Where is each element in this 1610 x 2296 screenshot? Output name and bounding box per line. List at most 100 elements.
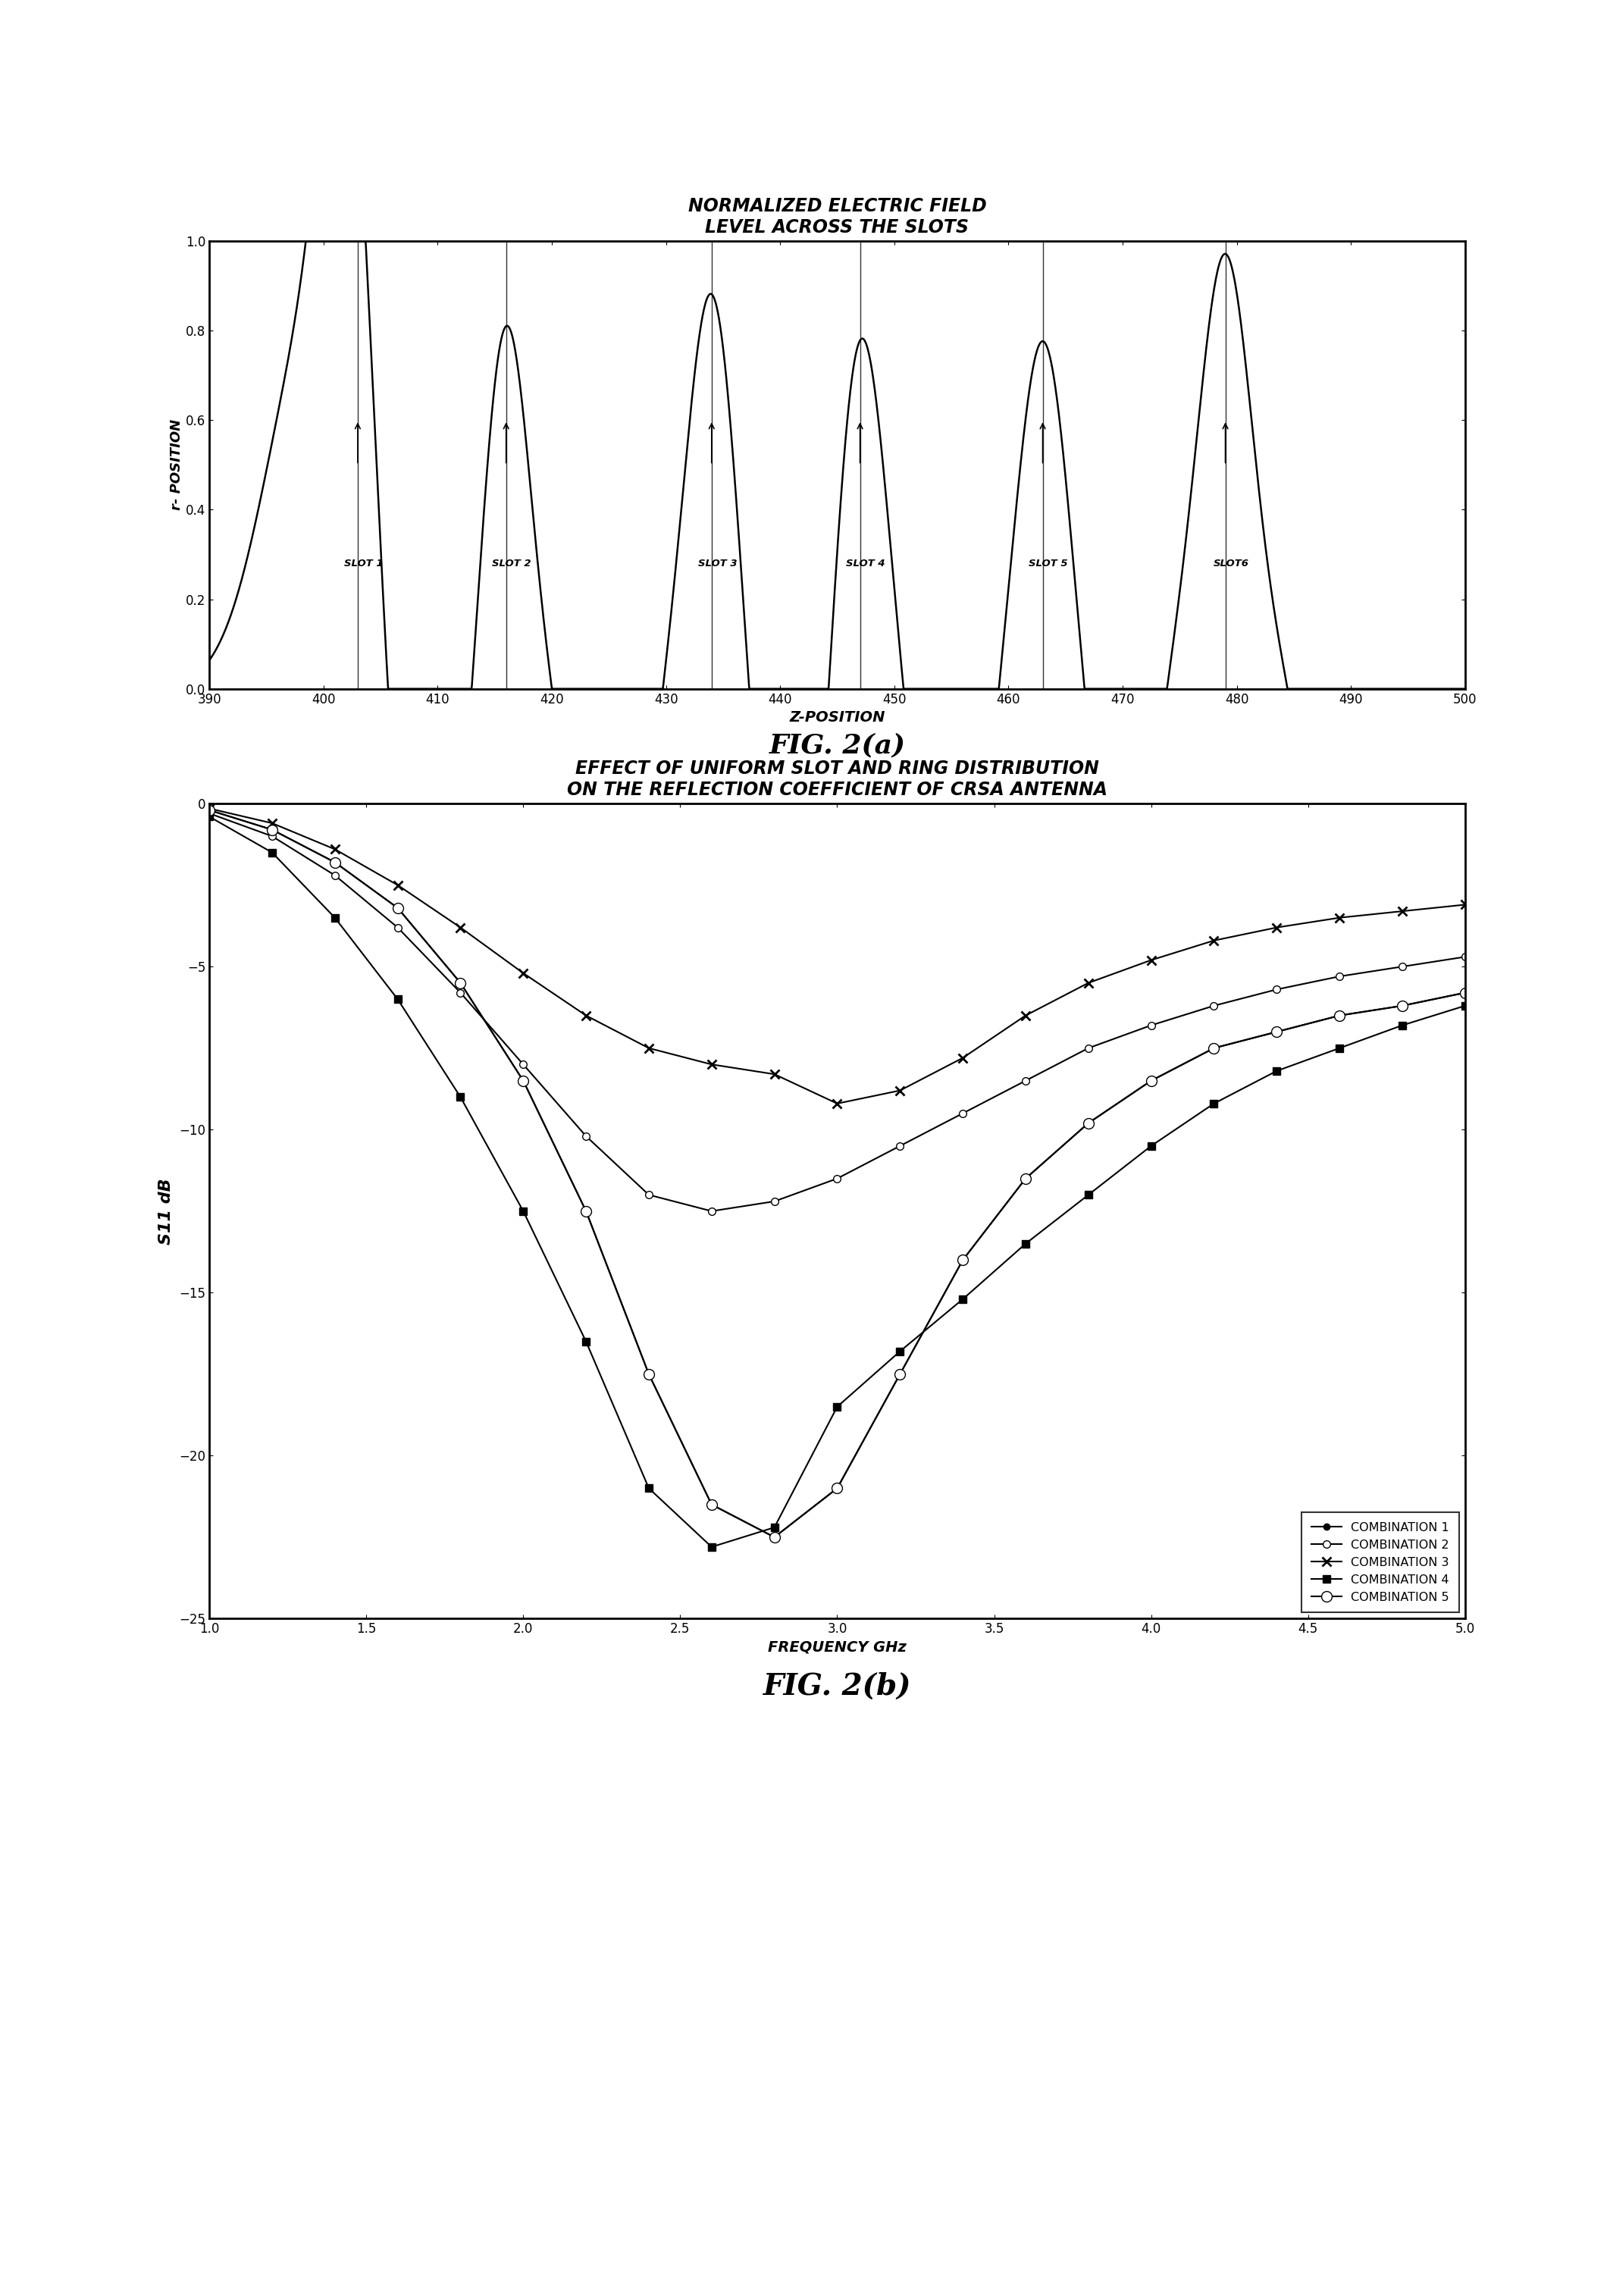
COMBINATION 3 (200, 794, 219, 822)
COMBINATION 2 (702, 1199, 721, 1226)
COMBINATION 1 (1455, 978, 1475, 1006)
COMBINATION 3 (1204, 928, 1224, 955)
COMBINATION 3 (1393, 898, 1412, 925)
COMBINATION 5 (262, 815, 282, 843)
COMBINATION 4 (262, 838, 282, 866)
COMBINATION 3 (576, 1001, 596, 1029)
COMBINATION 4 (1393, 1013, 1412, 1040)
COMBINATION 5 (890, 1359, 910, 1387)
Line: COMBINATION 1: COMBINATION 1 (206, 806, 1468, 1541)
COMBINATION 1 (451, 969, 470, 996)
COMBINATION 1 (388, 893, 407, 921)
COMBINATION 3 (1455, 891, 1475, 918)
COMBINATION 3 (514, 960, 533, 987)
COMBINATION 2 (325, 861, 345, 889)
COMBINATION 1 (200, 797, 219, 824)
COMBINATION 5 (828, 1474, 847, 1502)
COMBINATION 3 (388, 872, 407, 900)
COMBINATION 4 (1079, 1180, 1098, 1208)
COMBINATION 5 (514, 1068, 533, 1095)
COMBINATION 2 (514, 1052, 533, 1079)
COMBINATION 5 (1141, 1068, 1161, 1095)
COMBINATION 5 (1079, 1109, 1098, 1137)
Text: FIG. 2(b): FIG. 2(b) (763, 1671, 911, 1701)
COMBINATION 3 (451, 914, 470, 941)
COMBINATION 1 (576, 1199, 596, 1226)
COMBINATION 1 (325, 850, 345, 877)
COMBINATION 1 (1204, 1035, 1224, 1063)
COMBINATION 5 (639, 1359, 658, 1387)
COMBINATION 1 (1330, 1001, 1349, 1029)
COMBINATION 3 (262, 810, 282, 838)
COMBINATION 3 (325, 836, 345, 863)
Title: EFFECT OF UNIFORM SLOT AND RING DISTRIBUTION
ON THE REFLECTION COEFFICIENT OF CR: EFFECT OF UNIFORM SLOT AND RING DISTRIBU… (567, 760, 1108, 799)
COMBINATION 1 (1393, 992, 1412, 1019)
COMBINATION 4 (1330, 1035, 1349, 1063)
COMBINATION 5 (388, 893, 407, 921)
COMBINATION 1 (1016, 1164, 1035, 1192)
Line: COMBINATION 5: COMBINATION 5 (204, 806, 1470, 1543)
COMBINATION 4 (388, 985, 407, 1013)
COMBINATION 5 (765, 1525, 784, 1552)
COMBINATION 4 (576, 1327, 596, 1355)
COMBINATION 2 (451, 978, 470, 1006)
Text: FIG. 2(a): FIG. 2(a) (770, 732, 905, 758)
COMBINATION 3 (765, 1061, 784, 1088)
COMBINATION 2 (1141, 1013, 1161, 1040)
COMBINATION 3 (1267, 914, 1286, 941)
COMBINATION 2 (1393, 953, 1412, 980)
COMBINATION 1 (953, 1247, 972, 1274)
Text: SLOT 4: SLOT 4 (847, 558, 886, 569)
COMBINATION 2 (1016, 1068, 1035, 1095)
COMBINATION 3 (890, 1077, 910, 1104)
COMBINATION 2 (200, 799, 219, 827)
COMBINATION 5 (1204, 1035, 1224, 1063)
COMBINATION 2 (262, 822, 282, 850)
COMBINATION 1 (262, 815, 282, 843)
COMBINATION 1 (890, 1359, 910, 1387)
Line: COMBINATION 2: COMBINATION 2 (206, 810, 1468, 1215)
COMBINATION 3 (1079, 969, 1098, 996)
COMBINATION 4 (702, 1534, 721, 1561)
COMBINATION 1 (1079, 1109, 1098, 1137)
COMBINATION 2 (1204, 992, 1224, 1019)
COMBINATION 3 (953, 1045, 972, 1072)
COMBINATION 5 (1016, 1164, 1035, 1192)
COMBINATION 4 (514, 1199, 533, 1226)
Text: SLOT 5: SLOT 5 (1029, 558, 1067, 569)
COMBINATION 4 (1141, 1132, 1161, 1159)
Y-axis label: r- POSITION: r- POSITION (171, 420, 184, 510)
COMBINATION 5 (1455, 978, 1475, 1006)
COMBINATION 4 (1016, 1231, 1035, 1258)
COMBINATION 4 (200, 804, 219, 831)
COMBINATION 1 (1141, 1068, 1161, 1095)
COMBINATION 2 (1079, 1035, 1098, 1063)
COMBINATION 2 (388, 914, 407, 941)
COMBINATION 4 (639, 1474, 658, 1502)
COMBINATION 4 (953, 1286, 972, 1313)
COMBINATION 5 (451, 969, 470, 996)
COMBINATION 2 (1330, 962, 1349, 990)
COMBINATION 4 (1204, 1091, 1224, 1118)
COMBINATION 4 (451, 1084, 470, 1111)
Text: SLOT 1: SLOT 1 (345, 558, 383, 569)
COMBINATION 2 (1455, 944, 1475, 971)
COMBINATION 4 (828, 1394, 847, 1421)
COMBINATION 1 (765, 1525, 784, 1552)
COMBINATION 5 (200, 797, 219, 824)
COMBINATION 5 (702, 1490, 721, 1518)
COMBINATION 1 (514, 1068, 533, 1095)
Text: SLOT 3: SLOT 3 (697, 558, 737, 569)
Text: SLOT 2: SLOT 2 (493, 558, 531, 569)
X-axis label: Z-POSITION: Z-POSITION (789, 709, 886, 726)
Y-axis label: S11 dB: S11 dB (159, 1178, 174, 1244)
COMBINATION 2 (890, 1132, 910, 1159)
COMBINATION 4 (325, 905, 345, 932)
Title: NORMALIZED ELECTRIC FIELD
LEVEL ACROSS THE SLOTS: NORMALIZED ELECTRIC FIELD LEVEL ACROSS T… (687, 197, 987, 236)
COMBINATION 5 (325, 850, 345, 877)
Text: SLOT6: SLOT6 (1214, 558, 1249, 569)
COMBINATION 1 (702, 1490, 721, 1518)
COMBINATION 5 (1267, 1017, 1286, 1045)
COMBINATION 3 (828, 1091, 847, 1118)
COMBINATION 4 (1455, 992, 1475, 1019)
